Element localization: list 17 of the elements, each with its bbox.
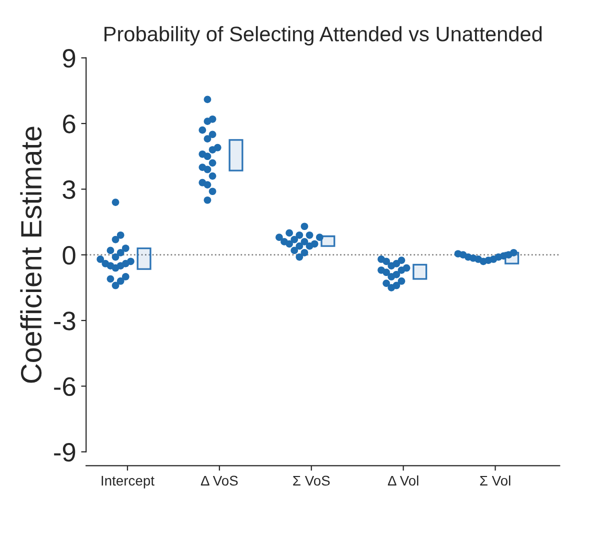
bar bbox=[136, 247, 152, 270]
y-tick-label: -3 bbox=[54, 312, 76, 330]
y-axis-title: Coefficient Estimate bbox=[20, 126, 42, 383]
x-tick-label: Intercept bbox=[102, 476, 154, 488]
y-tick-label: 0 bbox=[62, 246, 76, 265]
bar bbox=[228, 139, 244, 172]
x-tick-label: Σ Vol bbox=[480, 475, 510, 486]
y-tick-label: 3 bbox=[62, 180, 76, 199]
y-tick-label: -6 bbox=[54, 377, 76, 396]
y-tick-label: 9 bbox=[62, 48, 76, 68]
x-tick-label: Δ Vol bbox=[388, 475, 418, 486]
y-tick-label: -9 bbox=[54, 442, 76, 462]
x-tick-label: Δ VoS bbox=[200, 476, 238, 486]
chart-title: Probability of Selecting Attended vs Unattended bbox=[104, 26, 542, 46]
x-tick-label: Σ VoS bbox=[293, 476, 330, 486]
bar bbox=[412, 264, 428, 280]
y-tick-label: 6 bbox=[63, 114, 76, 134]
